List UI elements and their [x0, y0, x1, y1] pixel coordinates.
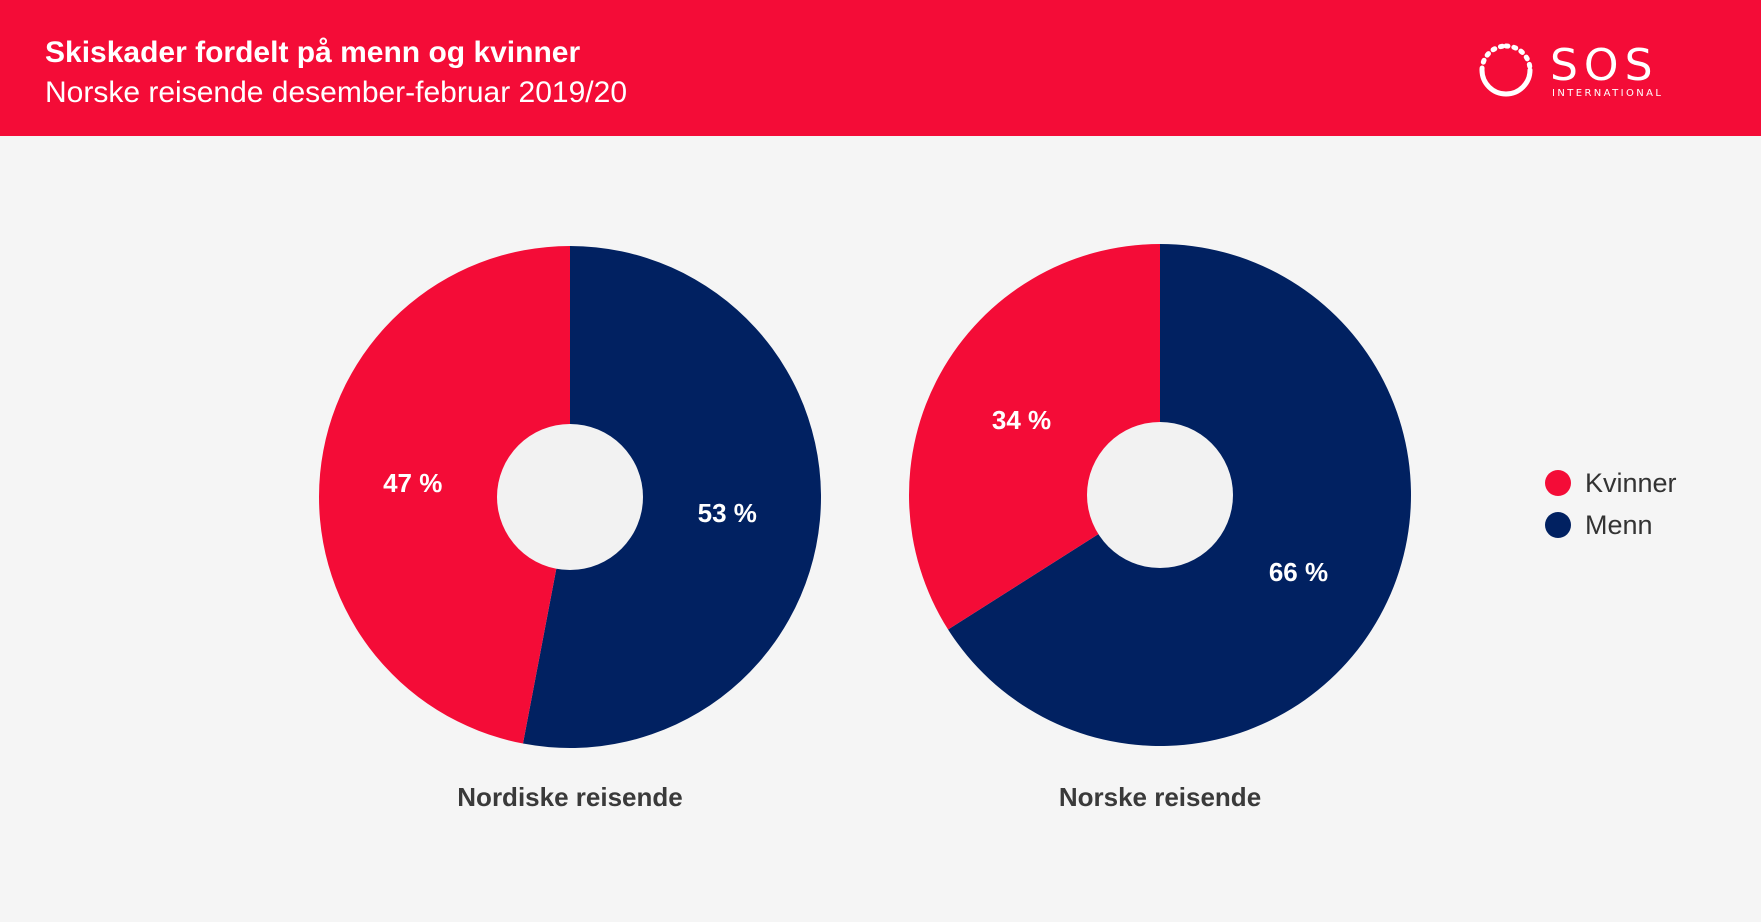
slice-norske-kvinner [909, 244, 1160, 630]
logo-ring-icon [1479, 43, 1533, 97]
sos-logo: SOS INTERNATIONAL [1474, 38, 1694, 102]
value-label-nordiske-kvinner: 47 % [383, 468, 442, 498]
legend-swatch-kvinner [1545, 470, 1571, 496]
chart-title-nordiske: Nordiske reisende [457, 782, 682, 812]
value-label-nordiske-menn: 53 % [698, 498, 757, 528]
donut-hole-norske [1087, 422, 1233, 568]
logo-subtext: INTERNATIONAL [1552, 88, 1664, 99]
header-banner: Skiskader fordelt på menn og kvinner Nor… [0, 0, 1761, 136]
logo-text: SOS [1550, 40, 1659, 91]
value-label-norske-kvinner: 34 % [992, 405, 1051, 435]
legend-label-kvinner: Kvinner [1585, 467, 1677, 498]
page-title: Skiskader fordelt på menn og kvinner [45, 36, 581, 69]
legend-item-menn: Menn [1545, 504, 1677, 546]
legend: Kvinner Menn [1545, 462, 1677, 546]
value-label-norske-menn: 66 % [1269, 557, 1328, 587]
legend-swatch-menn [1545, 512, 1571, 538]
legend-label-menn: Menn [1585, 509, 1653, 540]
chart-title-norske: Norske reisende [1059, 782, 1261, 812]
donut-hole-nordiske [497, 424, 643, 570]
legend-item-kvinner: Kvinner [1545, 462, 1677, 504]
page-subtitle: Norske reisende desember-februar 2019/20 [45, 76, 627, 109]
slice-nordiske-menn [522, 246, 822, 749]
slice-nordiske-kvinner [319, 246, 570, 744]
